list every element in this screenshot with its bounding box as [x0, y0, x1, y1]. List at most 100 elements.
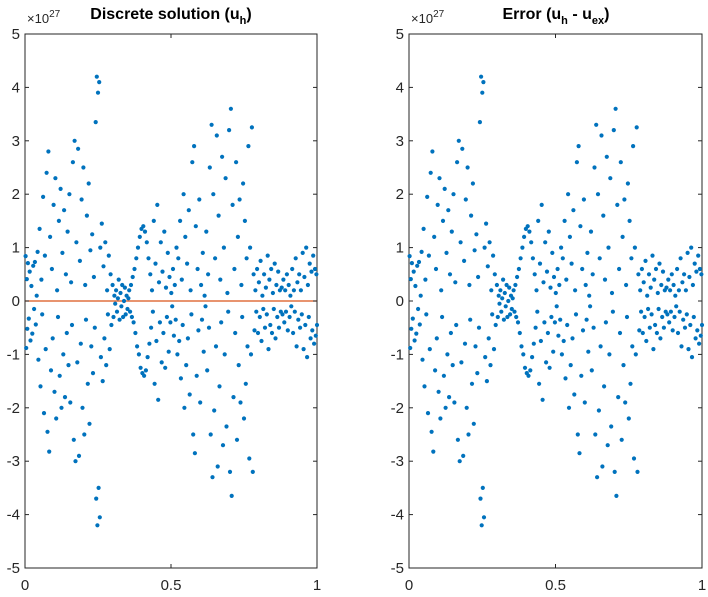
data-point: [639, 309, 644, 314]
data-point: [39, 277, 44, 282]
data-point: [94, 496, 99, 501]
data-point: [259, 338, 264, 344]
data-point: [147, 341, 152, 346]
data-point: [308, 336, 313, 341]
data-point: [546, 229, 551, 234]
data-point: [107, 347, 112, 352]
data-point: [197, 197, 202, 202]
data-point: [613, 106, 618, 111]
data-point: [214, 133, 219, 138]
data-point: [146, 256, 151, 261]
data-point: [176, 256, 181, 261]
data-point: [551, 274, 557, 280]
data-point: [596, 408, 602, 413]
data-point: [141, 224, 146, 229]
data-point: [203, 304, 208, 309]
data-point: [135, 245, 141, 250]
data-points: [23, 74, 320, 528]
data-point: [442, 186, 447, 191]
data-point: [155, 202, 160, 207]
y-tick-label: -4: [7, 507, 20, 524]
data-point: [515, 320, 521, 325]
y-tick-label: -2: [7, 400, 20, 417]
data-point: [208, 432, 213, 437]
data-point: [422, 384, 427, 389]
y-tick-label: 2: [12, 186, 20, 203]
data-point: [629, 256, 634, 261]
data-point: [581, 197, 587, 202]
data-point: [151, 218, 156, 223]
data-point: [250, 469, 255, 474]
data-point: [646, 306, 651, 312]
y-tick-label: -5: [391, 560, 404, 577]
data-point: [575, 432, 580, 437]
data-point: [595, 192, 601, 197]
data-point: [42, 253, 48, 258]
data-point: [253, 288, 258, 293]
data-point: [34, 293, 39, 298]
data-point: [407, 254, 412, 259]
data-point: [697, 266, 703, 272]
data-point: [445, 352, 450, 357]
data-point: [98, 245, 103, 250]
data-point: [207, 165, 212, 170]
data-point: [522, 365, 528, 370]
data-point: [180, 322, 185, 328]
data-point: [533, 325, 538, 330]
data-point: [60, 250, 65, 255]
data-point: [261, 306, 266, 312]
data-point: [470, 181, 475, 186]
data-point: [437, 176, 442, 181]
data-point: [234, 437, 240, 442]
data-point: [235, 234, 240, 239]
data-point: [83, 317, 89, 322]
y-tick-label: -5: [7, 560, 20, 577]
data-point: [221, 245, 226, 250]
data-point: [232, 266, 237, 272]
data-point: [295, 280, 300, 285]
data-point: [472, 248, 477, 253]
data-point: [683, 288, 689, 293]
data-point: [172, 282, 177, 288]
data-point: [184, 363, 189, 368]
data-point: [691, 314, 696, 320]
data-point: [227, 469, 233, 474]
data-point: [607, 352, 612, 357]
data-point: [255, 266, 260, 272]
data-point: [257, 314, 262, 320]
x-tick-label: 0.5: [161, 577, 182, 594]
data-point: [228, 106, 233, 111]
data-point: [84, 213, 89, 218]
data-point: [661, 325, 667, 330]
data-point: [459, 360, 464, 365]
data-point: [410, 316, 415, 321]
y-tick-label: 0: [396, 293, 404, 310]
data-point: [604, 154, 609, 159]
data-point: [464, 405, 469, 410]
data-point: [494, 282, 499, 288]
data-point: [102, 336, 107, 341]
data-point: [73, 459, 78, 464]
data-point: [101, 264, 106, 269]
data-point: [182, 405, 187, 410]
data-point: [495, 314, 500, 320]
data-point: [94, 74, 99, 79]
data-point: [118, 290, 123, 296]
data-point: [502, 290, 507, 296]
data-point: [217, 384, 222, 389]
data-point: [130, 274, 135, 280]
data-point: [181, 192, 186, 197]
data-point: [582, 400, 587, 405]
data-point: [301, 347, 306, 352]
data-point: [174, 245, 179, 250]
data-point: [638, 288, 643, 293]
x-tick-labels: 0 0.5 1: [21, 34, 321, 594]
data-point: [586, 349, 591, 354]
data-point: [255, 330, 261, 336]
data-point: [641, 280, 646, 285]
chart-title: Discrete solution (uh): [90, 6, 251, 27]
data-point: [205, 368, 210, 373]
data-point: [424, 312, 429, 317]
data-point: [457, 459, 462, 464]
